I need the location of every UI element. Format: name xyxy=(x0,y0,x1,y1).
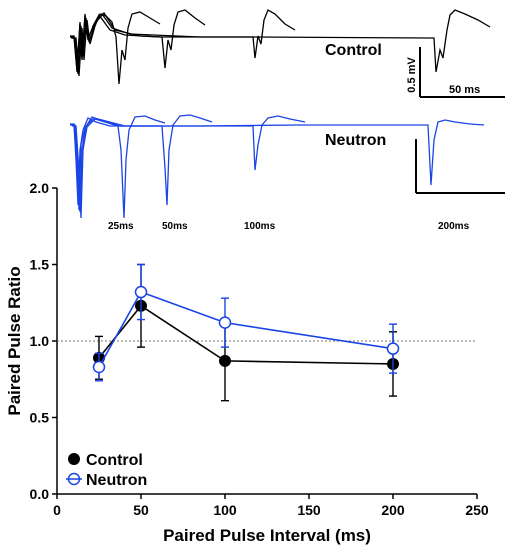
legend-item-neutron: Neutron xyxy=(66,472,147,489)
neutron-data-point xyxy=(134,285,148,299)
control-trace-label: Control xyxy=(325,42,382,59)
x-tick-label: 150 xyxy=(297,502,321,518)
y-tick-label: 1.5 xyxy=(30,257,50,273)
neutron-data-point xyxy=(386,342,400,355)
legend-marker-neutron xyxy=(67,472,81,486)
neutron-trace-25ms xyxy=(72,115,166,219)
interval-label-25ms: 25ms xyxy=(108,221,134,232)
y-ticks: 0.0 0.5 1.0 1.5 2.0 xyxy=(30,180,57,502)
interval-label-50ms: 50ms xyxy=(162,221,188,232)
neutron-scale-bar xyxy=(415,139,505,194)
series-layer xyxy=(92,263,400,402)
x-ticks: 0 50 100 150 200 250 xyxy=(53,494,489,518)
neutron-series-line xyxy=(98,291,394,368)
interval-label-200ms: 200ms xyxy=(438,221,470,232)
legend-marker-control xyxy=(68,453,80,465)
y-tick-label: 0.5 xyxy=(30,410,50,426)
control-series-line xyxy=(98,304,394,365)
legend: Control Neutron xyxy=(66,452,147,489)
x-tick-label: 100 xyxy=(213,502,237,518)
interval-label-100ms: 100ms xyxy=(244,221,276,232)
series-control xyxy=(93,263,399,402)
neutron-traces xyxy=(70,114,485,219)
x-tick-label: 250 xyxy=(465,502,489,518)
neutron-trace-200ms xyxy=(70,117,485,206)
series-neutron xyxy=(92,263,400,382)
x-tick-label: 0 xyxy=(53,502,61,518)
plot-area: 0.0 0.5 1.0 1.5 2.0 0 50 100 150 200 250 xyxy=(30,180,489,518)
y-tick-label: 1.0 xyxy=(30,333,50,349)
legend-label-control: Control xyxy=(86,452,143,469)
y-tick-label: 0.0 xyxy=(30,486,50,502)
control-trace-100ms xyxy=(70,9,296,73)
scale-voltage-label: 0.5 mV xyxy=(406,57,418,93)
x-axis-title: Paired Pulse Interval (ms) xyxy=(163,526,371,545)
neutron-trace-label: Neutron xyxy=(325,132,386,149)
neutron-trace-50ms xyxy=(71,114,213,213)
x-tick-label: 200 xyxy=(381,502,405,518)
control-traces xyxy=(70,9,491,85)
control-trace-25ms xyxy=(72,11,161,85)
neutron-data-point xyxy=(218,316,232,329)
y-tick-label: 2.0 xyxy=(30,180,50,196)
neutron-data-point xyxy=(92,360,106,374)
x-tick-label: 50 xyxy=(133,502,149,518)
control-data-point xyxy=(219,354,231,367)
legend-item-control: Control xyxy=(68,452,143,469)
scale-time-label: 50 ms xyxy=(449,84,480,96)
neutron-trace-100ms xyxy=(70,115,306,211)
scale-bar xyxy=(419,47,505,98)
legend-label-neutron: Neutron xyxy=(86,472,147,489)
y-axis-title: Paired Pulse Ratio xyxy=(5,266,24,415)
